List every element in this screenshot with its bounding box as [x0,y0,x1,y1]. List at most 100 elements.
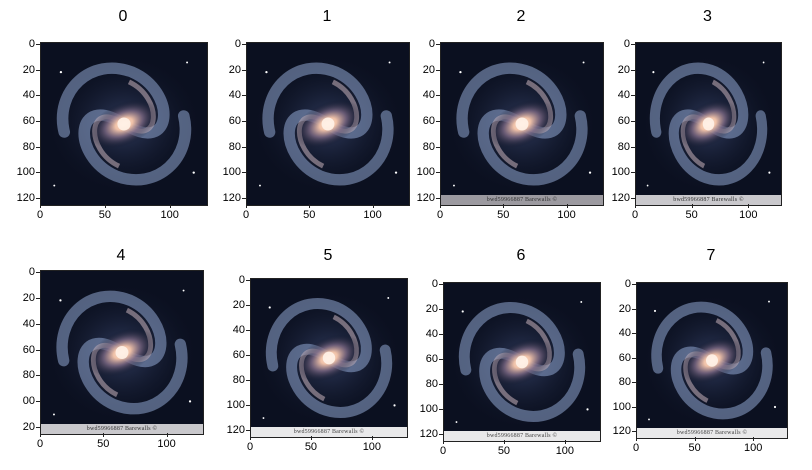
watermark-strip: bwd59966887 Barewalls © [251,427,407,437]
watermark-strip: bwd59966887 Barewalls © [637,428,787,438]
galaxy-image: bwd59966887 Barewalls © [440,42,604,206]
y-tick-label: 100 [416,166,435,179]
x-tick-mark [443,440,444,444]
x-tick-mark [169,204,171,208]
y-tick-mark [439,384,443,385]
y-tick-label: 40 [617,89,630,102]
x-tick-mark [250,436,251,440]
x-tick-mark [40,204,41,208]
y-tick-label: 20 [232,299,245,311]
y-tick-label: 60 [618,351,631,364]
subplot-title: 3 [703,8,712,25]
x-tick-mark [635,204,636,208]
y-tick-mark [631,121,635,122]
y-tick-label: 100 [419,403,438,415]
galaxy-image: bwd59966887 Barewalls © [40,270,204,435]
x-tick-label: 0 [36,209,44,221]
y-tick-label: 40 [22,317,35,330]
y-tick-label: 40 [232,324,245,336]
x-tick-mark [636,437,637,441]
y-tick-label: 40 [618,327,631,339]
y-tick-mark [36,121,40,122]
subplot-title: 4 [116,247,126,264]
y-tick-label: 60 [422,115,435,127]
y-tick-label: 20 [22,421,35,433]
y-tick-label: 100 [222,166,241,179]
y-tick-label: 80 [422,140,435,153]
y-tick-label: 100 [16,166,35,179]
y-tick-label: 100 [611,166,630,179]
y-tick-label: 20 [425,303,438,315]
x-tick-mark [40,433,41,437]
x-tick-label: 0 [242,209,250,221]
y-tick-label: 100 [612,400,631,413]
y-tick-label: 20 [618,302,631,315]
y-tick-mark [246,280,250,281]
y-tick-mark [36,427,40,428]
y-tick-label: 120 [222,192,241,204]
y-tick-label: 20 [617,63,630,76]
x-tick-mark [503,204,505,208]
y-tick-mark [631,198,635,199]
y-tick-mark [242,146,246,148]
x-tick-label: 0 [439,445,447,457]
y-tick-label: 0 [624,278,631,290]
x-tick-mark [104,204,106,208]
x-tick-mark [748,204,750,208]
y-tick-mark [36,349,40,351]
subplot-title: 1 [322,8,332,25]
y-tick-label: 0 [431,278,438,290]
x-tick-label: 100 [557,209,576,221]
y-tick-label: 60 [228,115,241,127]
x-tick-label: 50 [97,438,110,450]
x-tick-label: 50 [497,445,511,457]
y-tick-label: 0 [428,38,435,50]
galaxy-image [40,42,208,206]
y-tick-mark [632,357,636,359]
y-tick-label: 40 [422,89,435,102]
y-tick-label: 80 [618,376,631,388]
y-tick-mark [36,146,40,148]
y-tick-mark [246,305,250,306]
x-tick-label: 0 [36,438,44,450]
subplot-title: 7 [706,247,716,264]
y-tick-label: 60 [22,343,35,356]
galaxy-image: bwd59966887 Barewalls © [250,278,408,438]
y-tick-mark [36,69,40,71]
y-tick-mark [36,272,40,273]
y-tick-mark [436,121,440,122]
y-tick-mark [631,146,635,148]
x-tick-mark [372,204,374,208]
x-tick-label: 0 [631,209,639,221]
y-tick-mark [246,355,250,356]
x-tick-label: 50 [303,209,316,221]
y-tick-mark [436,95,440,97]
y-tick-mark [439,334,443,335]
y-tick-mark [631,44,635,45]
y-tick-label: 80 [22,369,35,382]
subplot-title: 2 [516,8,526,25]
subplot-title: 5 [323,247,333,264]
watermark-strip: bwd59966887 Barewalls © [444,431,600,441]
y-tick-label: 60 [425,353,438,365]
y-tick-label: 60 [22,115,35,127]
y-tick-label: 20 [22,63,35,76]
y-tick-mark [631,172,635,174]
x-tick-label: 100 [157,438,176,450]
x-tick-label: 50 [497,209,510,221]
y-tick-mark [246,380,250,381]
subplot-title: 0 [118,8,128,25]
x-tick-label: 0 [436,209,444,221]
y-tick-mark [242,69,246,71]
x-tick-mark [694,437,696,441]
y-tick-label: 40 [22,89,35,102]
y-tick-mark [439,359,443,360]
y-tick-mark [632,431,636,432]
subplot-title: 6 [516,247,526,264]
x-tick-label: 0 [246,441,254,453]
y-tick-mark [242,172,246,174]
y-tick-mark [632,333,636,334]
y-tick-mark [439,434,443,435]
y-tick-label: 80 [617,140,630,153]
y-tick-mark [242,44,246,45]
